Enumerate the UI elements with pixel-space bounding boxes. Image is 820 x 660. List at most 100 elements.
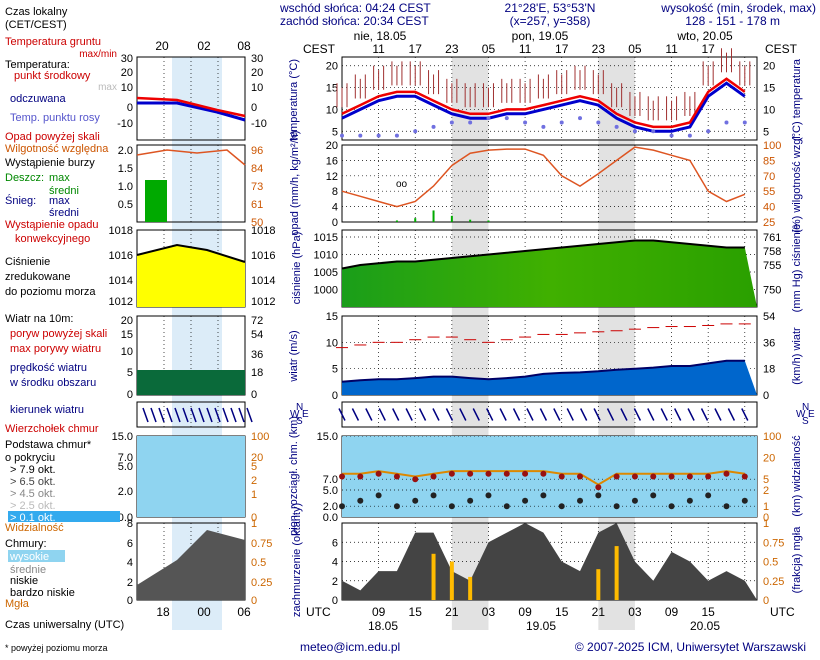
- compass-right: N: [802, 402, 809, 413]
- top-hour-label: 05: [482, 42, 496, 56]
- axis-title-right: (km) widzialność: [791, 435, 803, 517]
- top-hour-label: 17: [409, 42, 423, 56]
- cloud-base-mark: [503, 470, 510, 477]
- dew-point-mark: [541, 124, 546, 129]
- mini-tick-temp-r: 20: [251, 67, 263, 79]
- axis-title-left: wiatr (m/s): [288, 330, 300, 382]
- wind-arrow: [512, 408, 521, 421]
- tick-left-cover: 6: [332, 537, 338, 549]
- axis-title-left: ciśnienie (hPa): [291, 232, 303, 305]
- tick-right-vis: 100: [763, 431, 781, 443]
- humidity-line: [341, 146, 746, 208]
- tick-right-fog: 1: [763, 518, 769, 530]
- mini-wind-arrow: [206, 407, 213, 423]
- coords-text: 21°28'E, 53°53'N: [505, 1, 596, 15]
- mini-local-hour: 02: [197, 39, 211, 53]
- utc-label-left: UTC: [306, 605, 331, 619]
- legend-label: bardzo niskie: [10, 587, 75, 599]
- tick-left-wind: 5: [332, 364, 338, 376]
- tick-left-press: 1015: [314, 232, 338, 244]
- tick-left-temp: 5: [332, 126, 338, 138]
- mini-cloud-sky: [137, 436, 245, 517]
- tick-left-cloud: 7.0: [323, 474, 338, 486]
- wind-arrow: [392, 408, 400, 421]
- day-label-top: nie, 18.05: [354, 29, 407, 43]
- cloud-base-mark: [448, 503, 455, 510]
- legend-label: max porywy wiatru: [10, 343, 101, 355]
- bottom-hour-label: 09: [518, 605, 532, 619]
- mini-wind-arrow: [150, 407, 157, 423]
- legend-label: średnie: [10, 564, 46, 576]
- cloud-base-mark: [650, 492, 657, 499]
- dew-point-mark: [559, 120, 564, 125]
- axis-title-left: zachmurzenie (oktanty): [291, 503, 303, 617]
- top-hour-label: 23: [445, 42, 459, 56]
- cloud-base-mark: [522, 470, 529, 477]
- cloud-base-mark: [595, 484, 602, 491]
- mini-tick-wind: 15: [121, 329, 133, 341]
- cloud-base-mark: [503, 503, 510, 510]
- wind-arrow: [647, 408, 655, 421]
- mini-tick-wind: 5: [127, 367, 133, 379]
- cloud-base-mark: [577, 497, 584, 504]
- legend-label: > 0.1 okt.: [10, 512, 56, 524]
- cloud-base-mark: [595, 492, 602, 499]
- mini-tick-cloud: 15.0: [112, 431, 133, 443]
- mini-tick-hum: 96: [251, 145, 263, 157]
- feels-like-line: [341, 81, 746, 133]
- top-hour-label: 17: [701, 42, 715, 56]
- mini-tick-vis: 1: [251, 489, 257, 501]
- tick-left-precip: 16: [326, 155, 338, 167]
- tick-left-precip: 20: [326, 140, 338, 152]
- cloud-base-mark: [668, 503, 675, 510]
- sunrise-text: wschód słońca: 04:24 CEST: [279, 1, 431, 15]
- tick-left-cover: 4: [332, 557, 338, 569]
- axis-title-left: pion. rozciągł. chm. (km): [288, 416, 300, 536]
- mini-tick-vis: 0: [251, 512, 257, 524]
- top-hour-label: 05: [628, 42, 642, 56]
- dew-point-mark: [486, 116, 491, 121]
- legend-label: Temp. punktu rosy: [10, 112, 100, 124]
- tick-left-temp: 15: [326, 83, 338, 95]
- mini-tick-press-r: 1014: [251, 275, 275, 287]
- bottom-hour-label: 15: [701, 605, 715, 619]
- compass-left: E: [302, 409, 309, 420]
- legend-label: poryw powyżej skali: [10, 328, 107, 340]
- tick-right-humidity: 70: [763, 171, 775, 183]
- tick-right-pressure: 755: [763, 260, 781, 272]
- wind-arrow: [687, 408, 695, 421]
- precip-bar: [469, 219, 472, 222]
- legend-label: Wystąpienie burzy: [5, 157, 95, 169]
- dew-point-mark: [742, 120, 747, 125]
- fog-bar: [468, 576, 473, 600]
- dew-point-mark: [669, 133, 674, 138]
- mini-tick-press: 1014: [109, 275, 133, 287]
- mini-tick-wind-r: 18: [251, 367, 263, 379]
- wind-arrow: [405, 408, 413, 421]
- cest-label-right: CEST: [765, 42, 798, 56]
- legend-label: punkt środkowy: [14, 70, 91, 82]
- legend-label: > 7.9 okt.: [10, 464, 56, 476]
- mini-utc-hour: 00: [197, 605, 211, 619]
- legend-label: Mgła: [5, 598, 30, 610]
- dew-point-mark: [504, 116, 509, 121]
- wind-arrow: [526, 408, 534, 421]
- cloud-base-mark: [430, 492, 437, 499]
- bottom-hour-label: 21: [445, 605, 459, 619]
- mini-tick-temp-r: 0: [251, 102, 257, 114]
- mini-wind-arrow: [230, 407, 237, 423]
- mini-tick-cover: 4: [127, 557, 133, 569]
- mini-temp-feel: [137, 101, 246, 122]
- mini-tick-fog: 0.5: [251, 557, 266, 569]
- cloud-base-mark: [558, 473, 565, 480]
- mini-tick-wind: 0: [127, 389, 133, 401]
- tick-right-humidity: 40: [763, 202, 775, 214]
- tick-left-press: 1000: [314, 285, 338, 297]
- tick-left-wind: 0: [332, 390, 338, 402]
- cloud-base-mark: [522, 497, 529, 504]
- wind-arrow: [338, 408, 346, 421]
- compass-left: N: [296, 402, 303, 413]
- cloud-base-mark: [577, 473, 584, 480]
- bottom-hour-label: 09: [372, 605, 386, 619]
